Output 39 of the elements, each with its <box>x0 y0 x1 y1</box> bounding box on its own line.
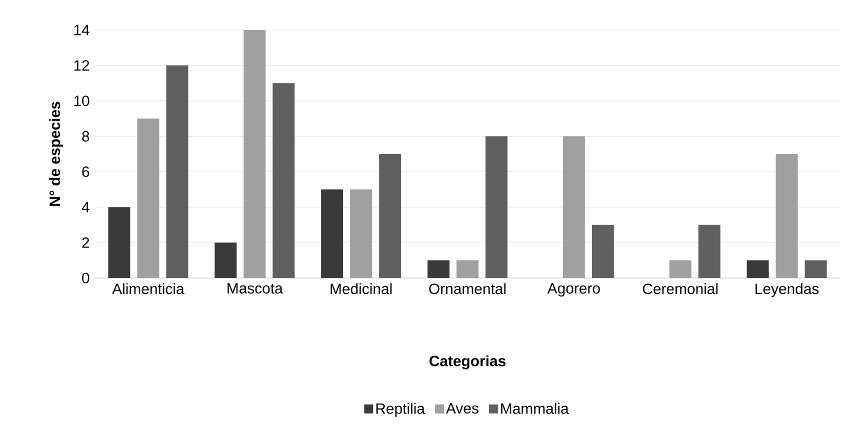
x-tick-label: Ornamental <box>429 283 506 294</box>
bar <box>428 260 450 278</box>
legend-label: Reptilia <box>376 402 425 417</box>
bar <box>456 260 479 278</box>
bar <box>108 207 130 278</box>
bar <box>272 83 295 278</box>
y-axis-title: N° de especies <box>49 102 64 206</box>
bar <box>321 189 344 278</box>
bar <box>137 118 160 278</box>
bar <box>244 30 266 278</box>
bar <box>776 154 798 278</box>
y-tick-label: 6 <box>82 166 90 177</box>
x-tick-label: Agorero <box>547 283 600 297</box>
x-tick-label: Alimenticia <box>112 283 184 294</box>
bar <box>166 65 188 278</box>
x-tick-label: Medicinal <box>330 283 392 294</box>
bar <box>379 154 402 278</box>
y-tick-label: 14 <box>74 24 90 36</box>
x-axis-title: Categorias <box>429 355 506 370</box>
legend-label: Mammalia <box>501 402 569 414</box>
x-tick-label: Ceremonial <box>642 283 718 294</box>
y-tick-label: 2 <box>82 237 90 248</box>
bar <box>746 260 769 278</box>
bar <box>562 136 585 278</box>
bar <box>486 136 508 278</box>
bar <box>592 224 614 278</box>
bar <box>804 260 827 278</box>
y-tick-label: 0 <box>82 272 90 284</box>
x-tick-label: Leyendas <box>756 283 819 298</box>
bar <box>214 242 237 278</box>
y-tick-label: 4 <box>82 202 90 212</box>
bar <box>350 189 372 278</box>
x-tick-label: Mascota <box>228 283 283 294</box>
bar <box>669 260 692 278</box>
y-tick-label: 12 <box>74 60 90 71</box>
y-tick-label: 8 <box>82 130 90 142</box>
legend-label: Aves <box>446 403 478 414</box>
bar <box>698 224 720 278</box>
y-tick-label: 10 <box>74 96 90 106</box>
